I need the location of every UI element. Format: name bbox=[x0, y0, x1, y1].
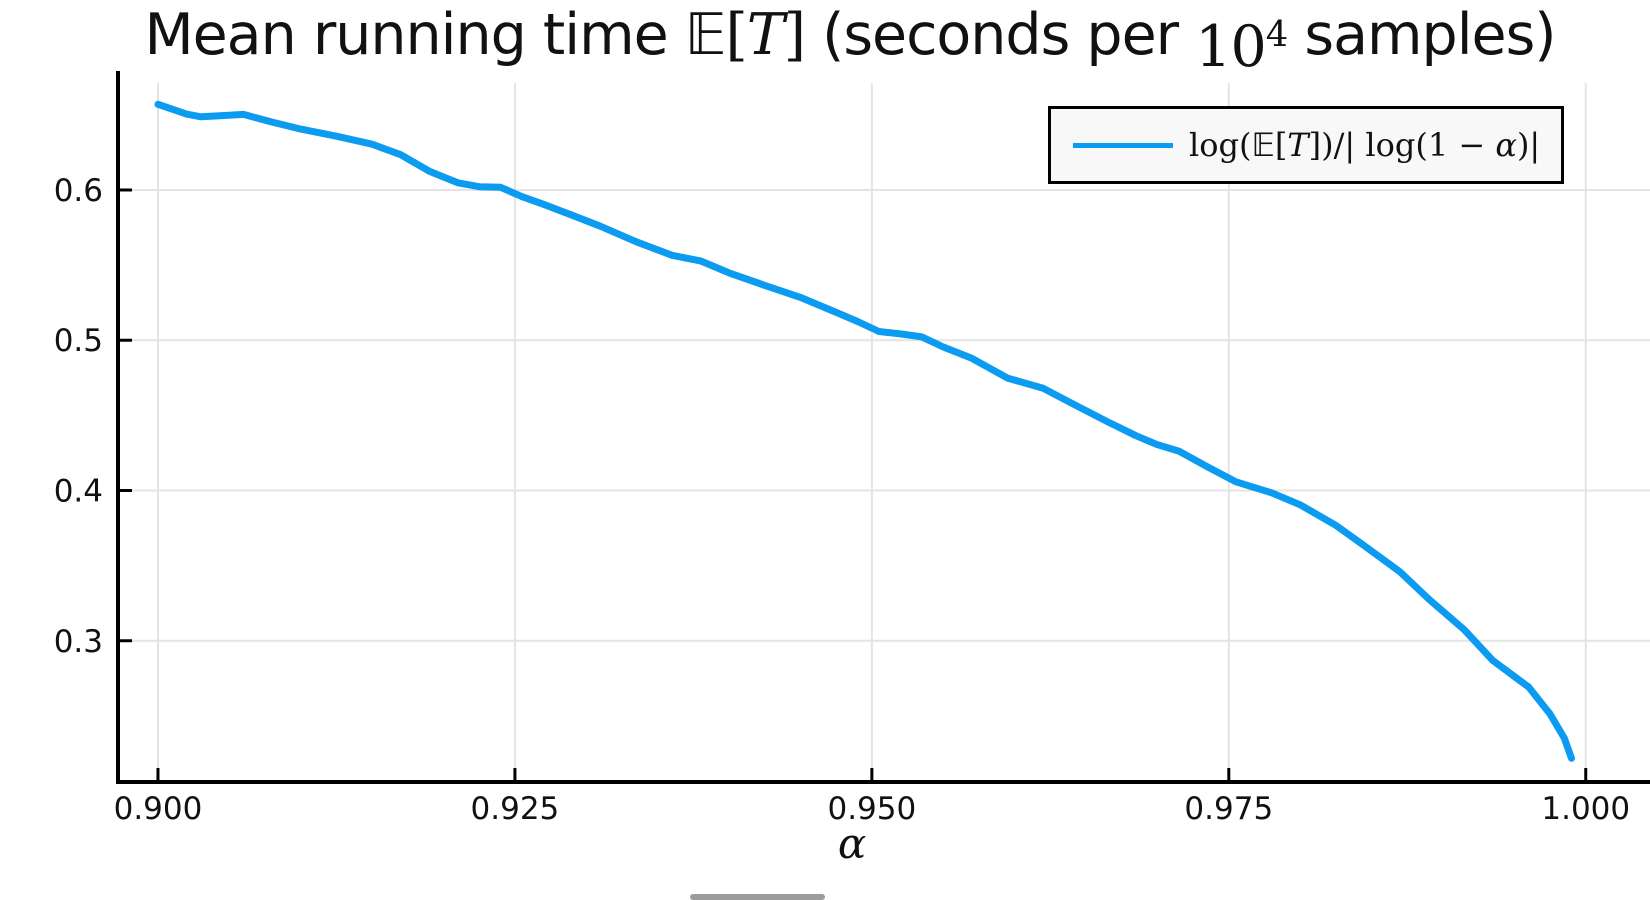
x-axis-label: α bbox=[838, 819, 866, 868]
x-tick-label: 0.900 bbox=[114, 791, 203, 827]
legend-doublestruck-E: 𝔼 bbox=[1251, 126, 1275, 164]
x-tick-label: 1.000 bbox=[1541, 791, 1630, 827]
legend-var-alpha: α bbox=[1495, 126, 1517, 164]
title-rbracket: ] bbox=[783, 2, 806, 68]
title-text-1: Mean running time bbox=[144, 2, 685, 68]
legend-line-sample bbox=[1073, 142, 1173, 148]
title-text-3: samples) bbox=[1287, 2, 1556, 68]
title-ten-power-4: 104 bbox=[1195, 14, 1288, 80]
y-tick-label: 0.3 bbox=[54, 624, 103, 660]
y-tick-label: 0.4 bbox=[54, 473, 103, 509]
bottom-edge-artifact bbox=[690, 894, 825, 900]
y-tick-label: 0.5 bbox=[54, 323, 103, 359]
legend: log(𝔼[T])/| log(1 − α)| bbox=[1048, 106, 1564, 184]
x-tick-label: 0.925 bbox=[471, 791, 560, 827]
title-doublestruck-E: 𝔼 bbox=[684, 2, 727, 68]
series-line bbox=[154, 100, 1575, 762]
title-var-T: T bbox=[746, 2, 785, 68]
title-lbracket: [ bbox=[725, 2, 747, 68]
legend-var-T: T bbox=[1287, 126, 1309, 164]
x-tick-label: 0.950 bbox=[827, 791, 916, 827]
chart-title: Mean running time 𝔼[T] (seconds per 104 … bbox=[0, 2, 1650, 80]
legend-label: log(𝔼[T])/| log(1 − α)| bbox=[1189, 126, 1541, 164]
title-text-2: (seconds per bbox=[804, 2, 1196, 68]
y-tick-label: 0.6 bbox=[54, 173, 103, 209]
x-tick-label: 0.975 bbox=[1184, 791, 1273, 827]
